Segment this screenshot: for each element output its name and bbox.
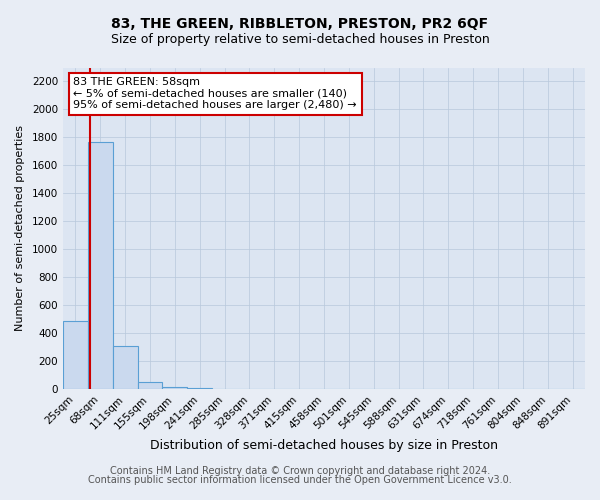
Bar	[163, 386, 187, 390]
Bar	[88, 142, 113, 390]
Text: 83 THE GREEN: 58sqm
← 5% of semi-detached houses are smaller (140)
95% of semi-d: 83 THE GREEN: 58sqm ← 5% of semi-detache…	[73, 77, 357, 110]
Bar	[63, 321, 88, 390]
Y-axis label: Number of semi-detached properties: Number of semi-detached properties	[15, 126, 25, 332]
X-axis label: Distribution of semi-detached houses by size in Preston: Distribution of semi-detached houses by …	[150, 440, 498, 452]
Text: Size of property relative to semi-detached houses in Preston: Size of property relative to semi-detach…	[110, 32, 490, 46]
Text: Contains public sector information licensed under the Open Government Licence v3: Contains public sector information licen…	[88, 475, 512, 485]
Bar	[137, 382, 163, 390]
Bar	[187, 388, 212, 390]
Text: Contains HM Land Registry data © Crown copyright and database right 2024.: Contains HM Land Registry data © Crown c…	[110, 466, 490, 476]
Text: 83, THE GREEN, RIBBLETON, PRESTON, PR2 6QF: 83, THE GREEN, RIBBLETON, PRESTON, PR2 6…	[112, 18, 488, 32]
Bar	[113, 346, 137, 390]
